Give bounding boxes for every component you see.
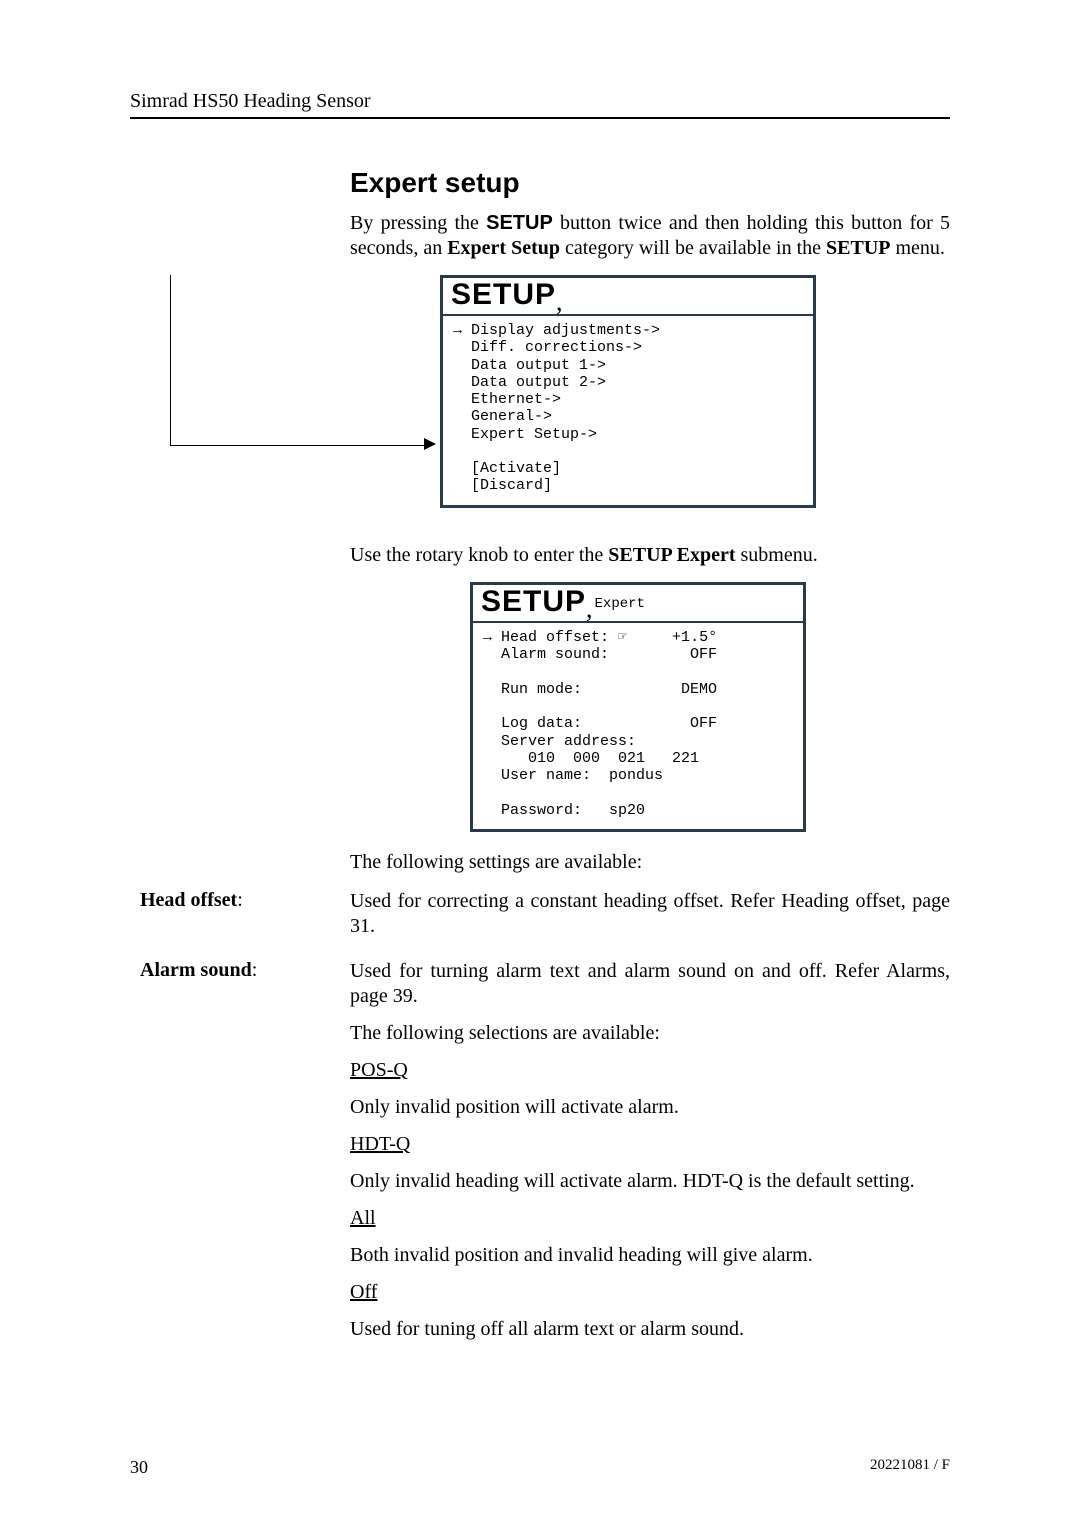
posq-heading: POS-Q (350, 1059, 408, 1081)
label-text: Head offset (140, 889, 237, 911)
def-alarm-sound-body: Used for turning alarm text and alarm so… (350, 959, 950, 1354)
hdtq-heading: HDT-Q (350, 1133, 410, 1155)
intro-button-word: SETUP (486, 212, 553, 234)
intro-prefix: By pressing the (350, 212, 486, 234)
expert-subtitle: Expert (595, 596, 645, 612)
def-alarm-sound-label: Alarm sound: (140, 959, 350, 1354)
off-heading: Off (350, 1281, 377, 1303)
arrow-head-icon (424, 438, 436, 450)
intro-bold1: Expert Setup (447, 237, 560, 259)
expert-title-cursor: , (586, 594, 593, 623)
intro-suffix: menu. (890, 237, 944, 259)
all-text: Both invalid position and invalid headin… (350, 1243, 950, 1268)
posq-text: Only invalid position will activate alar… (350, 1095, 950, 1120)
alarm-p2: The following selections are available: (350, 1021, 950, 1046)
para2-suffix: submenu. (736, 544, 818, 566)
intro-paragraph: By pressing the SETUP button twice and t… (350, 211, 950, 261)
page-footer: 30 20221081 / F (130, 1457, 950, 1478)
doc-id: 20221081 / F (870, 1457, 950, 1478)
expert-menu-lines: → Head offset: ☞ +1.5° Alarm sound: OFF … (473, 623, 803, 829)
header-rule (130, 117, 950, 119)
settings-intro: The following settings are available: (350, 850, 950, 875)
def-alarm-sound: Alarm sound: Used for turning alarm text… (350, 959, 950, 1354)
figure-setup-menu: SETUP, → Display adjustments-> Diff. cor… (350, 275, 950, 525)
setup-screen-box: SETUP, → Display adjustments-> Diff. cor… (440, 275, 816, 508)
expert-screen-box: SETUP,Expert → Head offset: ☞ +1.5° Alar… (470, 582, 806, 832)
figure-expert-menu: SETUP,Expert → Head offset: ☞ +1.5° Alar… (470, 582, 950, 832)
expert-title: SETUP (481, 585, 586, 619)
arrow-line (170, 275, 431, 446)
setup-title-row: SETUP, (443, 278, 813, 316)
setup-menu-lines: → Display adjustments-> Diff. correction… (443, 316, 813, 505)
all-heading: All (350, 1207, 376, 1229)
off-text: Used for tuning off all alarm text or al… (350, 1317, 950, 1342)
para2-bold: SETUP Expert (608, 544, 735, 566)
intro-bold2: SETUP (826, 237, 890, 259)
expert-title-row: SETUP,Expert (473, 585, 803, 623)
setup-title-cursor: , (556, 287, 563, 316)
para-rotary: Use the rotary knob to enter the SETUP E… (350, 543, 950, 568)
setup-title: SETUP (451, 278, 556, 312)
running-head: Simrad HS50 Heading Sensor (130, 90, 950, 113)
para2-prefix: Use the rotary knob to enter the (350, 544, 608, 566)
label-text: Alarm sound (140, 959, 252, 981)
def-head-offset: Head offset: Used for correcting a const… (350, 889, 950, 951)
intro-mid2: category will be available in the (560, 237, 826, 259)
section-heading: Expert setup (350, 167, 950, 199)
alarm-p1: Used for turning alarm text and alarm so… (350, 959, 950, 1009)
def-head-offset-body: Used for correcting a constant heading o… (350, 889, 950, 951)
head-offset-text: Used for correcting a constant heading o… (350, 889, 950, 939)
hdtq-text: Only invalid heading will activate alarm… (350, 1169, 950, 1194)
page-number: 30 (130, 1457, 148, 1478)
def-head-offset-label: Head offset: (140, 889, 350, 951)
